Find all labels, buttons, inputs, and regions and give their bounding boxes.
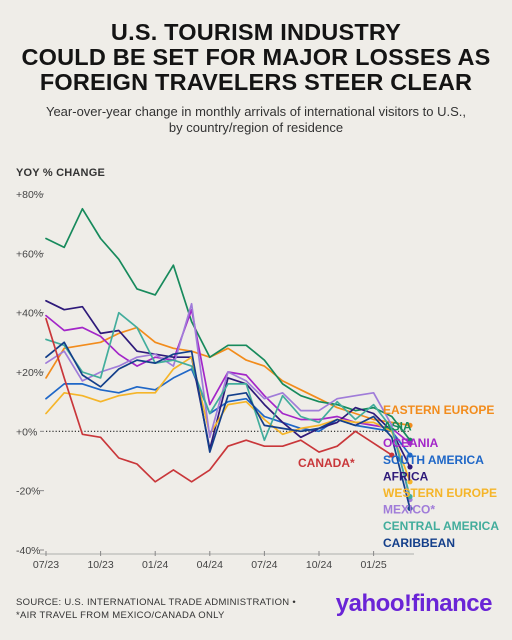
series-line-western-europe [45,356,411,483]
x-tick-label: 10/23 [87,559,113,571]
series-line-asia [45,207,411,442]
subtitle-line-2: by country/region of residence [168,120,344,135]
y-tick-label: +60% [16,248,43,260]
legend-label: CARIBBEAN [383,536,455,550]
series-line-central-america [45,311,411,498]
title-line-2: COULD BE SET FOR MAJOR LOSSES AS [21,44,491,70]
subtitle-line-1: Year-over-year change in monthly arrival… [45,104,467,119]
y-tick-label: +80% [16,189,43,201]
legend-label: WESTERN EUROPE [383,486,497,500]
y-tick-label: -20% [16,486,41,498]
series-line-caribbean [45,341,411,510]
line-chart: +80% +60% +40% +20% +0% -20% -40% 07/23 10/23 01/… [16,189,499,571]
title-line-1: U.S. TOURISM INDUSTRY [110,19,402,45]
legend-label: MEXICO* [383,503,435,517]
series-end-point [407,464,413,470]
x-tick-label: 07/23 [33,559,59,571]
legend-label: SOUTH AMERICA [383,453,484,467]
legend-label: CANADA* [298,456,355,470]
series-end-point [407,440,413,446]
x-tick-label: 07/24 [251,559,277,571]
legend-label: ASIA [383,420,412,434]
y-tick-label: +20% [16,367,43,379]
chart-title: U.S. TOURISM INDUSTRY COULD BE SET FOR M… [0,20,512,95]
y-axis-title: YOY % CHANGE [16,167,105,179]
series-end-point [407,422,413,428]
series-end-point [389,452,395,458]
legend-label: OCEANIA [383,436,439,450]
x-tick-label: 04/24 [197,559,223,571]
series-end-point [407,452,413,458]
series-end-point [407,505,413,512]
x-tick-label: 01/25 [360,559,386,571]
source-note: SOURCE: U.S. INTERNATIONAL TRADE ADMINIS… [16,596,296,622]
y-tick-label: +40% [16,308,43,320]
series-end-point [407,479,413,485]
series-line-mexico [45,302,411,501]
series-line-canada [45,317,393,483]
source-line-1: SOURCE: U.S. INTERNATIONAL TRADE ADMINIS… [16,597,297,608]
source-line-2: *AIR TRAVEL FROM MEXICO/CANADA ONLY [16,610,225,621]
x-tick-label: 01/24 [142,559,168,571]
legend-label: AFRICA [383,469,429,483]
yahoo-finance-logo: yahoo!finance [335,590,493,617]
x-tick-label: 10/24 [306,559,332,571]
series-end-point [407,494,413,500]
y-tick-label: -40% [16,545,41,557]
chart-subtitle: Year-over-year change in monthly arrival… [0,104,512,136]
legend-label: EASTERN EUROPE [383,403,494,417]
series-line-south-america [45,368,411,456]
title-line-3: FOREIGN TRAVELERS STEER CLEAR [39,69,473,95]
y-tick-label: +0% [16,426,37,438]
legend-label: CENTRAL AMERICA [383,519,499,533]
